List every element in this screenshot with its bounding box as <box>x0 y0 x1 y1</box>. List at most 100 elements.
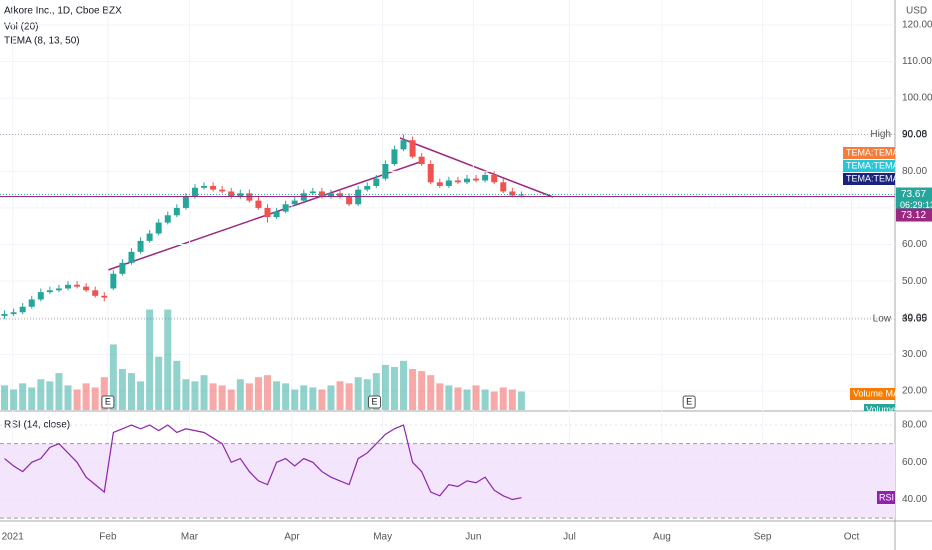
candle-body <box>137 240 144 252</box>
x-tick-label: Mar <box>181 532 199 543</box>
volume-bar <box>19 383 27 410</box>
volume-tag-label: Volume <box>866 404 896 414</box>
y-tick-label: 110.00 <box>902 56 932 67</box>
last-price-tag <box>896 187 932 212</box>
trendline <box>399 137 554 198</box>
legend-label: TEMA:TEMA1 <box>846 173 904 183</box>
legend-tag <box>843 160 895 172</box>
y-tick-label: 40.00 <box>902 494 927 505</box>
earnings-marker <box>101 395 115 409</box>
volume-bar <box>363 379 371 410</box>
candle-body <box>92 290 99 296</box>
candle-body <box>473 178 480 181</box>
rsi-line <box>4 424 522 501</box>
volume-bar <box>100 377 108 410</box>
volume-bar <box>73 389 81 410</box>
last-price: 73.67 <box>901 189 926 200</box>
rsi-title: RSI (14, close) <box>4 420 70 431</box>
candle-body <box>518 194 525 196</box>
volume-bar <box>1 385 9 410</box>
x-tick-label: Sep <box>754 532 772 543</box>
candle-body <box>327 193 334 197</box>
volume-bar <box>82 383 90 410</box>
indicator-label: TEMA (8, 13, 50) <box>4 36 80 47</box>
volume-bar <box>354 377 362 410</box>
volume-bar <box>490 391 498 410</box>
volume-bar <box>64 385 72 410</box>
candle-body <box>74 284 81 287</box>
y-tick-label: 40.00 <box>902 312 927 323</box>
volume-bar <box>182 379 190 410</box>
candle-body <box>237 193 244 197</box>
candle-body <box>173 207 180 216</box>
volume-bar <box>345 383 353 410</box>
volume-bar <box>264 375 272 410</box>
volume-bar <box>436 383 444 410</box>
rsi-band <box>0 443 895 519</box>
candle-body <box>273 211 280 218</box>
volume-bar <box>109 344 117 410</box>
volume-bar <box>445 385 453 410</box>
volume-bar <box>381 364 389 410</box>
candle-body <box>418 156 425 164</box>
volume-bar <box>508 389 516 410</box>
candle-body <box>219 189 226 192</box>
candle-body <box>391 149 398 164</box>
volume-bar <box>236 379 244 410</box>
volume-bar <box>409 369 417 410</box>
volume-bar <box>28 387 36 410</box>
volume-bar <box>245 383 253 410</box>
volume-bar <box>55 373 63 410</box>
volume-bar <box>472 385 480 410</box>
volume-bar <box>91 387 99 410</box>
candle-body <box>155 222 162 234</box>
legend-tag <box>843 173 895 185</box>
candle-body <box>346 196 353 205</box>
candle-body <box>282 204 289 212</box>
candle-body <box>191 187 198 197</box>
prev-close-tag <box>896 208 932 222</box>
volume-legend-tag <box>850 388 895 400</box>
volume-bar <box>463 389 471 410</box>
volume-bar <box>254 377 262 410</box>
trendline <box>107 161 421 271</box>
candle-body <box>337 193 344 197</box>
volume-bar <box>300 385 308 410</box>
volume-bar <box>10 389 18 410</box>
y-tick-label: 100.00 <box>902 93 932 104</box>
y-tick-label: 30.00 <box>902 349 927 360</box>
volume-bar <box>155 356 163 410</box>
candle-body <box>28 299 35 307</box>
candle-body <box>1 314 8 316</box>
x-tick-label: Aug <box>653 532 671 543</box>
volume-bar <box>400 360 408 410</box>
candle-body <box>46 290 53 293</box>
volume-bar <box>173 360 181 410</box>
candle-body <box>427 164 434 183</box>
volume-bar <box>427 375 435 410</box>
currency: USD <box>906 6 927 17</box>
volume-bar <box>282 383 290 410</box>
earnings-label: E <box>105 396 111 406</box>
volume-bar <box>118 369 126 410</box>
volume-bar <box>146 309 154 410</box>
candle-body <box>436 182 443 186</box>
candle-body <box>164 215 171 223</box>
volume-bar <box>291 389 299 410</box>
volume-bar <box>309 387 317 410</box>
candle-body <box>509 191 516 196</box>
x-tick-label: Oct <box>844 532 860 543</box>
chart-title: Atkore Inc., 1D, Cboe BZX <box>4 6 122 17</box>
volume-bar <box>164 309 172 410</box>
legend-label: TEMA:TEMA1 <box>846 160 904 170</box>
volume-bar <box>127 373 135 410</box>
candle-body <box>55 288 62 291</box>
y-tick-label: 90.00 <box>902 129 927 140</box>
volume-bar <box>46 381 54 410</box>
volume-tag <box>864 404 895 411</box>
x-tick-label: Feb <box>99 532 117 543</box>
x-tick-label: May <box>373 532 392 543</box>
level-name: Low <box>873 314 892 325</box>
volume-bar <box>517 391 525 410</box>
